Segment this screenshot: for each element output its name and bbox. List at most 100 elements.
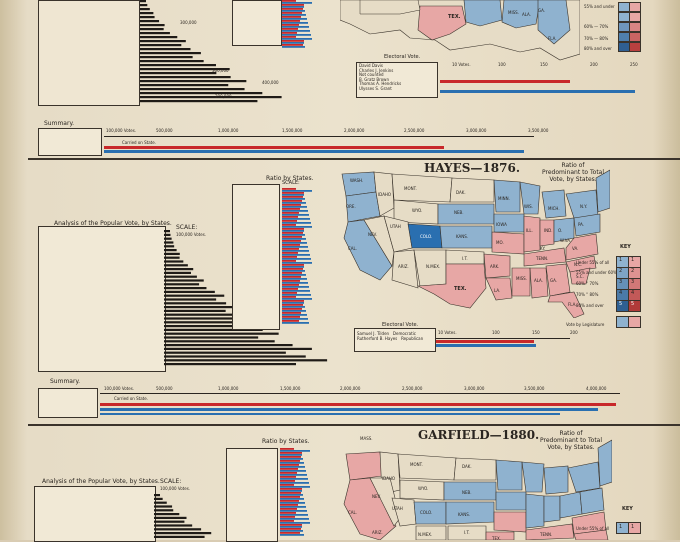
vote-bar — [164, 347, 312, 350]
map-label: KANS. — [456, 234, 469, 239]
ratio-bar-rep — [282, 298, 312, 300]
hayes-ratio-title: Ratio by States. — [266, 175, 314, 182]
vote-bar — [140, 96, 282, 99]
top-map-label: TEX. — [448, 14, 461, 20]
ratio-bar-rep — [282, 22, 308, 24]
ratio-bar-rep — [280, 454, 302, 456]
garfield-map — [343, 439, 612, 540]
map-label: TEX. — [454, 286, 467, 292]
ratio-bar-rep — [280, 466, 305, 468]
ratio-bar-rep — [282, 286, 309, 288]
ratio-bar-rep — [282, 290, 310, 292]
ratio-bar-rep — [282, 14, 306, 16]
summary-scale-tick: 3,000,000 — [464, 386, 485, 391]
vote-bar — [140, 100, 258, 103]
summary-scale-tick: 1,500,000 — [282, 128, 303, 133]
ratio-bar-dem — [282, 0, 296, 2]
ratio-bar-rep — [282, 214, 309, 216]
key-note: Vote by Legislature — [566, 322, 605, 327]
ratio-bar-rep — [280, 450, 310, 452]
vote-bar — [164, 306, 238, 309]
ratio-bar-dem — [282, 292, 297, 294]
garfield-analysis-table — [34, 486, 156, 542]
ratio-bar-dem — [280, 512, 296, 514]
hayes-ratio-bars — [282, 188, 312, 324]
vote-bar — [154, 501, 167, 504]
vote-bar — [164, 279, 204, 282]
vote-bar — [140, 56, 193, 59]
vote-bar — [154, 532, 212, 535]
ratio-bar-rep — [280, 518, 309, 520]
summary-scale-tick: 100,000 Votes. — [106, 128, 137, 133]
top-map — [340, 0, 580, 61]
vote-bar — [164, 268, 194, 271]
ratio-bar-dem — [282, 272, 302, 274]
hayes-subtitle: Ratio of Predominant to Total Vote, by S… — [542, 162, 605, 183]
vote-bar — [140, 64, 216, 67]
ratio-bar-dem — [282, 44, 303, 46]
electoral-candidate: Not counted — [359, 72, 384, 77]
ratio-bar-dem — [280, 456, 301, 458]
summary-scale-tick: 4,000,000 — [586, 386, 607, 391]
ratio-bar-rep — [280, 498, 304, 500]
ratio-bar-dem — [282, 284, 299, 286]
map-label: FLA. — [568, 302, 577, 307]
ratio-bar-dem — [282, 28, 298, 30]
map-label: I.T. — [464, 530, 470, 535]
ratio-bar-rep — [282, 262, 312, 264]
map-label: NEB. — [462, 490, 472, 495]
garfield-ratio-table — [226, 448, 278, 542]
vote-bar — [164, 294, 225, 297]
ratio-bar-rep — [282, 318, 308, 320]
vote-bar — [140, 88, 245, 91]
vote-bar — [154, 520, 185, 523]
electoral-scale-tick: 150 — [540, 62, 548, 67]
summary-axis — [100, 393, 620, 394]
vote-bar — [140, 36, 178, 39]
key-number: 1 — [619, 524, 623, 530]
ratio-bar-rep — [282, 10, 305, 12]
map-label: ARIZ. — [372, 530, 383, 535]
vote-bar — [140, 16, 155, 19]
vote-bar — [154, 516, 187, 519]
ratio-bar-dem — [282, 224, 296, 226]
ratio-bar-dem — [280, 488, 302, 490]
ratio-bar-dem — [282, 252, 298, 254]
summary-scale-tick: 1,000,000 — [218, 386, 239, 391]
key-number: 1 — [619, 257, 623, 263]
summary-bar-rep — [100, 408, 598, 411]
top-ratio-bars — [282, 0, 312, 48]
ratio-bar-dem — [282, 12, 302, 14]
top-summary-title: Summary. — [44, 120, 75, 127]
map-label: I.T. — [462, 256, 468, 261]
vote-bar — [154, 494, 160, 497]
ratio-bar-dem — [282, 308, 302, 310]
ratio-bar-dem — [280, 480, 295, 482]
map-label: N.MEX. — [426, 264, 441, 269]
hayes-electoral-title: Electoral Vote. — [382, 322, 419, 328]
vote-bar — [140, 48, 191, 51]
vote-bar — [164, 309, 226, 312]
ratio-bar-dem — [282, 8, 303, 10]
ratio-bar-rep — [282, 282, 308, 284]
vote-bar — [140, 84, 229, 87]
vote-bar — [140, 4, 148, 7]
ratio-bar-dem — [280, 460, 300, 462]
electoral-scale-tick: 200 — [590, 62, 598, 67]
ratio-bar-rep — [282, 206, 307, 208]
key-row: 80% and over — [576, 303, 604, 308]
map-label: N.MEX. — [418, 532, 433, 537]
ratio-bar-dem — [282, 16, 301, 18]
map-label: VA. — [572, 246, 579, 251]
ratio-bar-dem — [282, 256, 297, 258]
top-key-row: 70% — 80% — [584, 36, 609, 41]
map-label: S.C. — [576, 274, 584, 279]
ratio-bar-rep — [282, 222, 311, 224]
ratio-bar-dem — [282, 316, 300, 318]
map-label: IDAHO — [378, 192, 392, 197]
map-label: KY. — [540, 246, 546, 251]
map-label: MASS. — [360, 436, 373, 441]
hayes-map — [341, 169, 610, 318]
map-label: O. — [558, 228, 563, 233]
summary-bar-carried — [100, 413, 560, 415]
